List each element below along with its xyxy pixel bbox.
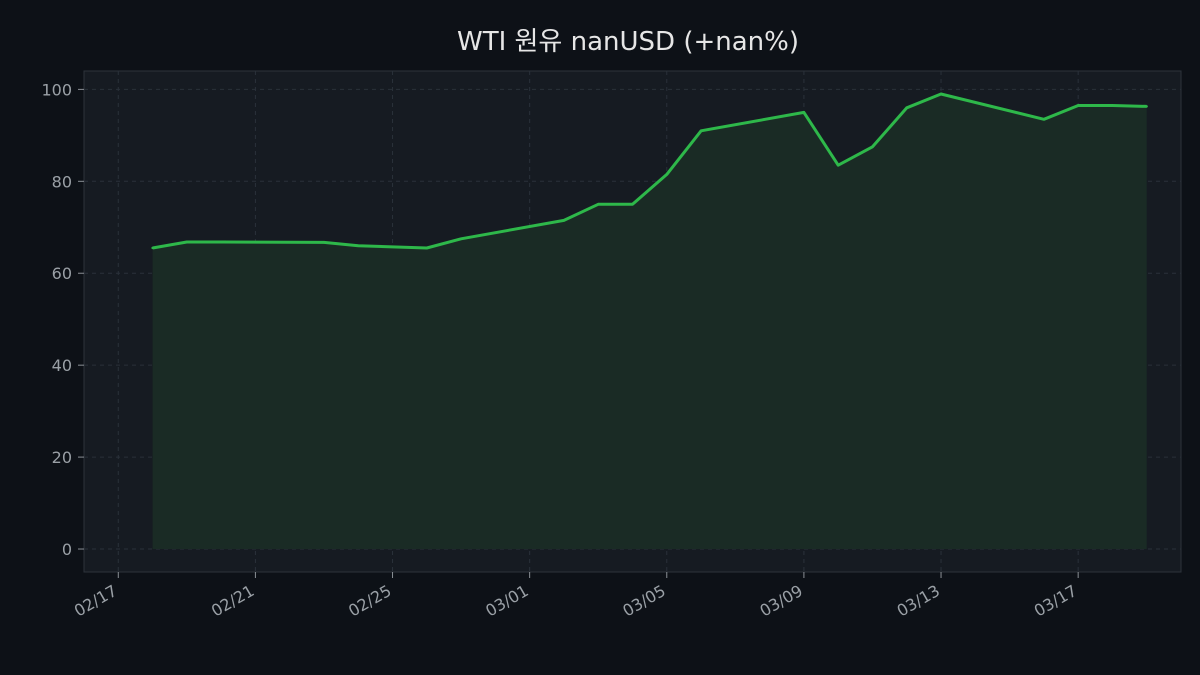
data-point xyxy=(1042,118,1046,121)
area-fill xyxy=(152,94,1147,549)
data-point xyxy=(562,219,566,222)
data-point xyxy=(699,129,703,132)
x-tick-label: 03/01 xyxy=(482,581,531,621)
y-tick-label: 100 xyxy=(41,80,72,99)
data-point xyxy=(357,244,360,247)
x-tick-label: 02/25 xyxy=(345,581,394,621)
data-point xyxy=(665,173,668,176)
y-axis: 0 20 40 60 80 100 xyxy=(41,80,84,559)
data-point xyxy=(425,246,429,250)
data-point xyxy=(1145,105,1148,108)
data-point xyxy=(459,237,463,240)
data-point xyxy=(871,145,874,149)
data-point xyxy=(939,92,943,96)
x-tick-label: 03/09 xyxy=(756,581,805,621)
data-point xyxy=(836,164,840,167)
data-point xyxy=(1111,104,1114,107)
data-point xyxy=(631,203,634,206)
x-tick-label: 02/21 xyxy=(208,581,257,621)
data-point xyxy=(219,240,223,244)
data-point xyxy=(1076,104,1080,107)
x-axis: 02/17 02/21 02/25 03/01 03/05 03/09 03/13 03/17 xyxy=(71,572,1080,621)
x-tick-label: 03/17 xyxy=(1031,581,1080,621)
data-points xyxy=(151,92,1148,250)
y-tick-label: 80 xyxy=(52,172,72,191)
y-tick-label: 40 xyxy=(52,356,72,375)
y-tick-label: 0 xyxy=(62,540,72,559)
y-tick-label: 20 xyxy=(52,448,72,467)
data-point xyxy=(185,240,189,244)
area-shape xyxy=(152,94,1147,549)
data-point xyxy=(322,241,326,244)
x-tick-label: 03/05 xyxy=(619,581,668,621)
data-point xyxy=(905,106,908,109)
x-tick-label: 02/17 xyxy=(71,581,120,621)
data-point xyxy=(802,111,806,114)
chart-title: WTI 원유 nanUSD (+nan%) xyxy=(457,27,799,57)
data-point xyxy=(597,203,600,206)
x-tick-label: 03/13 xyxy=(894,581,943,621)
data-point xyxy=(151,246,154,250)
y-tick-label: 60 xyxy=(52,264,72,283)
